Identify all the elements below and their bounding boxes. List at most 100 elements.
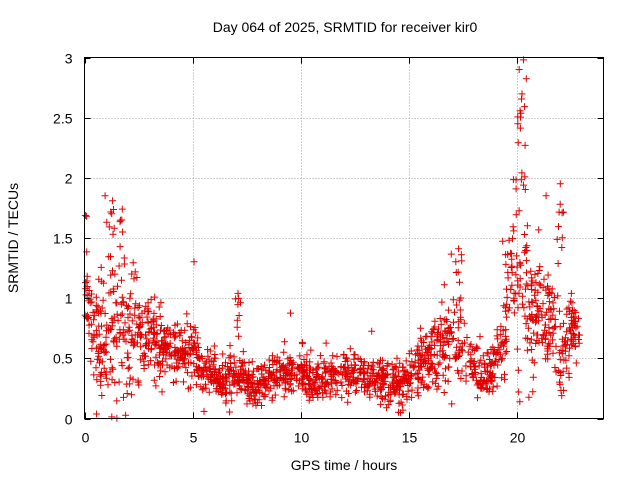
data-point [245,392,253,400]
data-point [554,292,562,300]
data-point [101,192,109,200]
data-point [528,316,536,324]
data-point [106,326,114,334]
data-point [101,310,109,317]
data-point [576,331,583,339]
data-point [575,314,582,322]
data-point [414,374,422,382]
data-point [557,386,565,394]
data-point [439,371,447,379]
data-point [234,369,242,377]
data-point [144,307,152,315]
data-point [329,352,337,360]
data-point [450,318,457,326]
data-point [152,353,160,361]
data-point [528,277,536,285]
data-point [143,335,151,343]
data-point [469,360,477,367]
data-point [305,380,313,388]
data-point [145,308,153,316]
data-point [425,344,433,351]
data-point [549,329,557,337]
data-point [391,385,399,393]
data-point [440,281,448,289]
data-point [566,344,573,352]
x-tick-label: 20 [510,430,526,446]
data-point [88,336,96,344]
data-point [408,393,416,401]
chart-title: Day 064 of 2025, SRMTID for receiver kir… [213,19,478,35]
data-point [419,373,427,381]
data-point [172,377,180,385]
data-point [517,109,525,117]
data-point [192,351,200,358]
data-point [415,346,423,354]
data-point [462,372,470,380]
data-point [285,386,293,393]
data-point [449,335,457,342]
data-point [313,364,321,372]
data-point [119,299,127,307]
data-point [315,363,323,371]
data-point [116,243,124,251]
data-point [90,312,98,320]
data-point [236,357,244,364]
data-point [505,236,513,244]
data-point [298,368,306,376]
data-point [549,349,557,357]
data-point [128,270,136,278]
data-point [541,321,549,329]
data-point [144,299,152,307]
data-point [200,385,208,392]
data-point [107,271,115,279]
data-point [536,307,544,315]
data-point [321,386,329,394]
data-point [532,340,540,347]
data-point [457,375,465,382]
data-point [554,260,562,267]
data-point [451,351,459,359]
data-point [566,308,573,316]
data-point [528,346,536,353]
data-point [513,263,521,271]
data-point [447,250,455,258]
data-point [545,298,553,306]
data-point [236,385,244,393]
data-point [560,338,568,346]
data-point [249,400,257,408]
data-point [222,399,230,407]
data-point [202,358,210,366]
data-point [148,324,155,332]
data-point [155,360,163,368]
data-point [541,311,549,319]
data-point [396,359,404,367]
data-point [527,335,535,343]
data-point [192,381,200,389]
data-point [254,383,262,391]
data-point [128,391,136,399]
data-point [435,336,443,344]
data-point [395,399,403,407]
data-point [501,349,509,357]
data-point [322,339,330,347]
data-point [522,247,530,254]
data-point [514,366,522,374]
data-point [92,293,100,301]
data-point [190,258,198,266]
data-point [514,120,522,128]
data-point [120,393,127,401]
data-point [178,337,186,345]
data-point [368,327,376,335]
data-point [180,378,187,386]
data-point [156,313,164,320]
data-point [556,307,563,315]
data-point [324,378,331,386]
data-point [570,313,578,321]
data-point [345,364,353,372]
data-point [477,369,485,377]
data-point [568,335,576,343]
data-point [545,324,553,332]
data-point [509,223,517,231]
data-point [137,321,145,329]
data-point [474,379,482,387]
